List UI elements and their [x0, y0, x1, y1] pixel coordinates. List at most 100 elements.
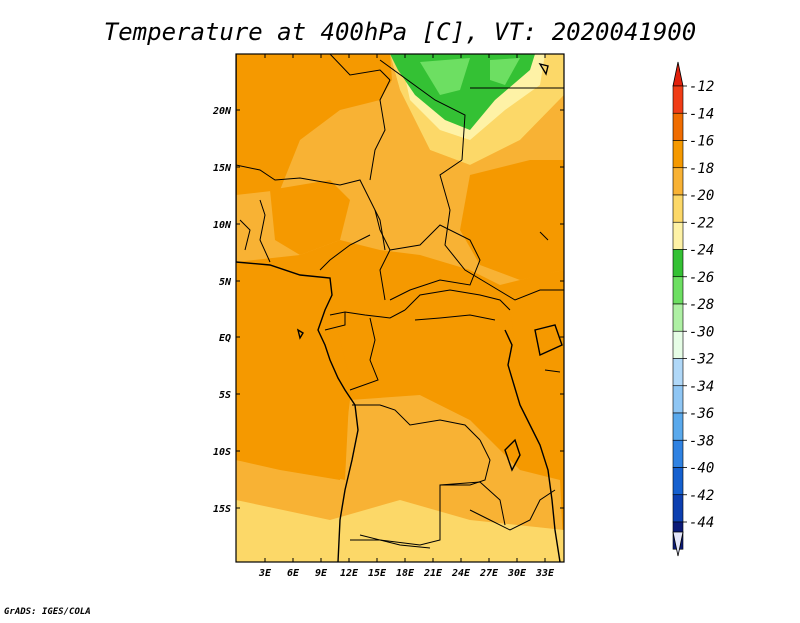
colorbar-label: -38: [689, 433, 714, 449]
colorbar-label: -36: [689, 406, 714, 422]
west-coastline: [236, 261, 359, 562]
border-22: [544, 369, 561, 373]
lat-label-20n: 20N: [212, 106, 232, 117]
colorbar-swatch: [672, 330, 684, 359]
colorbar-label: -12: [689, 79, 714, 95]
colorbar-label: -28: [689, 297, 714, 313]
border-14: [349, 317, 379, 391]
colorbar-label: -32: [689, 352, 714, 368]
border-3: [379, 59, 466, 161]
colorbar-swatch: [672, 385, 684, 414]
field-congo: [370, 285, 520, 420]
colorbar-bottom-cap: [672, 531, 684, 557]
colorbar-label: -18: [689, 161, 714, 177]
lon-label-24e: 24E: [451, 568, 471, 579]
lake-kivu: [504, 438, 521, 472]
border-5: [439, 159, 564, 301]
border-20: [359, 534, 431, 549]
lat-label-15s: 15S: [213, 504, 231, 515]
border-2: [369, 79, 391, 181]
colorbar-top-cap: [672, 61, 684, 87]
colorbar-label: -16: [689, 134, 714, 150]
colorbar-label: -20: [689, 188, 714, 204]
border-13: [324, 312, 346, 331]
lat-label-5s: 5S: [219, 390, 231, 401]
colorbar-label: -26: [689, 270, 714, 286]
field-southern-warm: [236, 500, 564, 562]
border-23: [539, 231, 549, 241]
colorbar-swatch: [672, 194, 684, 223]
colorbar-swatch: [672, 467, 684, 496]
field-nigeria-patch: [270, 180, 350, 255]
lon-label-27e: 27E: [479, 568, 499, 579]
border-8: [239, 219, 251, 251]
border-19: [469, 489, 556, 531]
colorbar-labels: -12 -14 -16 -18 -20 -22 -24 -26 -28 -30 -32 -34 -36 -…: [683, 79, 714, 531]
border-7: [259, 199, 271, 263]
colorbar-swatch: [672, 494, 684, 523]
border-18: [439, 481, 506, 526]
colorbar-label: -40: [689, 461, 714, 477]
border-16: [352, 404, 481, 441]
colorbar-swatch: [672, 85, 684, 114]
border-12: [329, 309, 406, 319]
lat-label-10s: 10S: [213, 447, 231, 458]
field-cold-light-2: [490, 58, 520, 85]
lat-label-5n: 5N: [219, 277, 232, 288]
colorbar-label: -42: [689, 488, 714, 504]
border-11: [319, 234, 371, 271]
lat-label-10n: 10N: [213, 220, 232, 231]
bioko-island: [296, 328, 304, 340]
colorbar-swatch: [672, 412, 684, 441]
rift-lakes: [504, 329, 561, 562]
lon-label-18e: 18E: [396, 568, 415, 579]
coast-fragment-1: [538, 62, 549, 76]
border-6: [236, 164, 386, 251]
grads-credit: GrADS: IGES/COLA: [4, 607, 91, 617]
lat-label-15n: 15N: [213, 163, 232, 174]
temperature-field: [236, 54, 564, 562]
map-title: Temperature at 400hPa [C], VT: 202004190…: [104, 18, 696, 46]
longitude-axis: 3E 6E 9E 12E 15E 18E 21E 24E 27E 30E 33E: [258, 568, 555, 579]
colorbar-label: -34: [689, 379, 714, 395]
field-cold-light: [420, 58, 470, 95]
colorbar-swatch: [672, 140, 684, 169]
lon-label-3e: 3E: [258, 568, 272, 579]
colorbar-swatch: [672, 439, 684, 468]
border-21: [414, 314, 496, 321]
field-northwest-patch: [236, 54, 392, 195]
lon-label-15e: 15E: [368, 568, 387, 579]
longitude-ticks: [264, 54, 546, 562]
lat-label-eq: EQ: [219, 333, 231, 344]
lon-label-6e: 6E: [287, 568, 300, 579]
lake-victoria: [534, 324, 563, 357]
lon-label-33e: 33E: [535, 568, 555, 579]
lon-label-12e: 12E: [340, 568, 359, 579]
colorbar-swatch: [672, 303, 684, 332]
border-1: [329, 54, 391, 81]
colorbar-label: -30: [689, 324, 714, 340]
colorbar-swatch: [672, 221, 684, 250]
plot-frame: [235, 53, 565, 563]
colorbar-swatch: [672, 112, 684, 141]
colorbar-label: -14: [689, 106, 714, 122]
colorbar-label: -44: [689, 515, 714, 531]
border-15: [404, 289, 511, 311]
colorbar-swatch: [672, 358, 684, 387]
lon-label-30e: 30E: [507, 568, 527, 579]
coastlines: [236, 54, 563, 562]
colorbar-label: -22: [689, 215, 714, 231]
colorbar-swatch: [672, 249, 684, 278]
field-sudan-patch: [460, 160, 564, 280]
latitude-ticks: [236, 109, 564, 509]
colorbar-label: -24: [689, 243, 714, 259]
country-borders: [236, 54, 564, 549]
colorbar: -12 -14 -16 -18 -20 -22 -24 -26 -28 -30 -32 -34 -36 -…: [672, 61, 714, 557]
latitude-axis: 20N 15N 10N 5N EQ 5S 10S 15S: [212, 106, 232, 515]
lon-label-21e: 21E: [423, 568, 443, 579]
colorbar-swatch: [672, 276, 684, 305]
colorbar-swatches: [672, 85, 684, 550]
field-atlantic: [236, 255, 350, 480]
colorbar-swatch: [672, 167, 684, 196]
